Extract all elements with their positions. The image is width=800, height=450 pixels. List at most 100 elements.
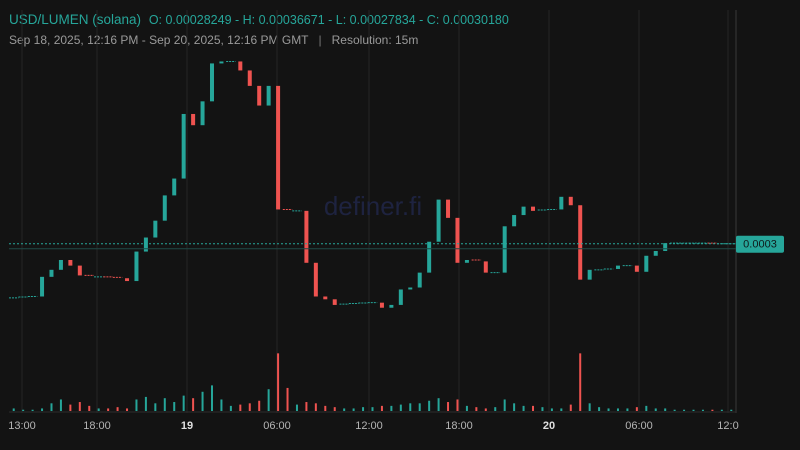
volume-bar [447, 402, 450, 411]
volume-bar [418, 403, 421, 411]
candle-body [436, 199, 441, 242]
volume-bar [711, 409, 714, 411]
volume-bar [352, 408, 355, 411]
volume-bar [192, 398, 195, 411]
candle-body [332, 299, 337, 305]
x-tick-label: 19 [181, 420, 193, 432]
candle-body [134, 251, 139, 282]
volume-bar [701, 409, 704, 411]
candle-body [68, 259, 73, 266]
volume-bar [295, 404, 298, 411]
candle-body [663, 243, 668, 252]
candle-body [153, 220, 158, 238]
x-axis: 13:00 18:00 19 06:00 12:00 18:00 20 06:00 12:0 [8, 420, 738, 432]
watermark-text: definer.fi [324, 191, 422, 221]
grid-lines [9, 10, 737, 413]
volume-bar [560, 408, 563, 411]
volume-bar [201, 391, 204, 411]
volume-bar [22, 409, 25, 411]
candle-body [559, 196, 564, 210]
candle-body [398, 289, 403, 305]
volume-bar [41, 408, 44, 411]
x-tick-label: 18:00 [83, 420, 111, 432]
x-tick-label: 18:00 [445, 420, 473, 432]
volume-bar [31, 409, 34, 411]
volume-bar [126, 408, 129, 411]
ohlc-readout: O: 0.00028249 - H: 0.00036671 - L: 0.000… [148, 13, 509, 27]
candle-body [276, 85, 281, 210]
candle-body [455, 217, 460, 263]
candle-body [653, 251, 658, 256]
price-tag-label: 0.0003 [743, 239, 777, 251]
candle-body [634, 265, 639, 272]
volume-bar [692, 409, 695, 411]
volume-bar [173, 402, 176, 411]
volume-bar [522, 405, 525, 411]
volume-bar [720, 409, 723, 411]
x-tick-label: 06:00 [625, 420, 653, 432]
candle-body [587, 269, 592, 280]
candle-body [427, 241, 432, 273]
candle-body [143, 237, 148, 252]
x-tick-label: 12:0 [717, 420, 738, 432]
candle-body [172, 178, 177, 196]
x-tick-label: 20 [543, 420, 555, 432]
candle-body [238, 61, 243, 71]
volume-bar [182, 395, 185, 411]
volume-bar [588, 403, 591, 411]
volume-bar [305, 402, 308, 411]
volume-bar [59, 399, 62, 411]
candles [9, 60, 736, 308]
candle-body [58, 259, 63, 270]
volume-bar [12, 408, 15, 411]
volume-bar [494, 407, 497, 411]
candle-body [464, 259, 469, 263]
candle-body [266, 85, 271, 106]
separator: | [318, 33, 322, 47]
volume-bar [645, 405, 648, 411]
volume-bar [664, 408, 667, 411]
volume-bar [598, 407, 601, 411]
candle-body [483, 261, 488, 273]
candle-body [379, 302, 384, 308]
volume-bar [314, 403, 317, 411]
volume-bar [277, 353, 280, 411]
volume-bar [220, 399, 223, 411]
candle-body [209, 63, 214, 102]
volume-bar [135, 399, 138, 411]
volume-bar [437, 398, 440, 411]
candle-body [389, 304, 394, 308]
volume-bar [635, 407, 638, 411]
candle-body [219, 61, 224, 64]
volume-bar [144, 396, 147, 411]
volume-bar [465, 405, 468, 411]
volume-bar [390, 405, 393, 411]
candle-body [191, 113, 196, 126]
volume-bar [616, 408, 619, 411]
candle-body [578, 205, 583, 280]
candle-body [313, 262, 318, 297]
x-tick-label: 13:00 [8, 420, 36, 432]
volume-bar [229, 405, 232, 411]
candle-body [446, 199, 451, 218]
volume-bar [475, 407, 478, 411]
candle-body [521, 206, 526, 216]
candle-body [125, 278, 130, 282]
x-tick-label: 06:00 [263, 420, 291, 432]
candle-body [162, 195, 167, 221]
candle-body [304, 210, 309, 263]
date-range: Sep 18, 2025, 12:16 PM - Sep 20, 2025, 1… [9, 33, 309, 47]
x-tick-label: 12:00 [355, 420, 383, 432]
volume-bar [50, 403, 53, 411]
volume-bar [730, 409, 733, 411]
candle-body [257, 85, 262, 106]
volume-bar [380, 405, 383, 411]
volume-bar [654, 408, 657, 411]
volume-bar [579, 353, 582, 411]
volume-bar [154, 403, 157, 411]
volume-bars [12, 353, 733, 411]
candle-body [512, 215, 517, 227]
last-price-line [9, 243, 736, 250]
volume-bar [116, 407, 119, 411]
